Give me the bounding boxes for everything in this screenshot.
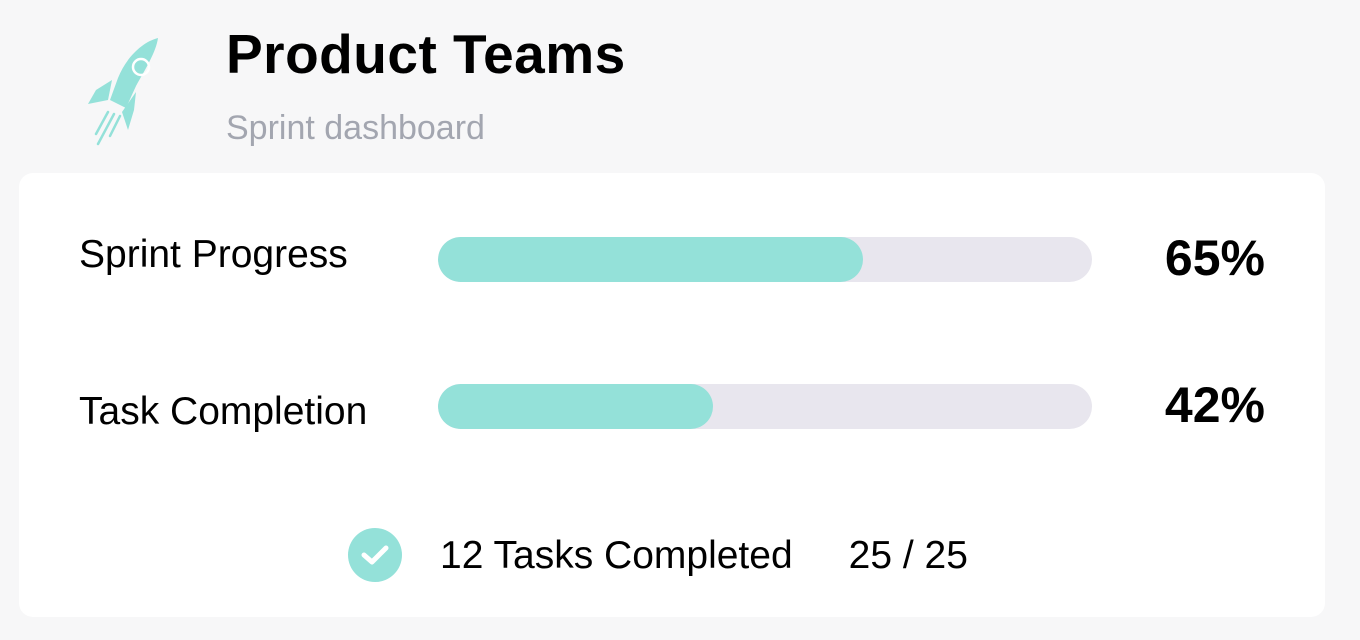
task-completion-fill	[438, 384, 713, 429]
page-title: Product Teams	[226, 23, 626, 85]
header: Product Teams Sprint dashboard	[0, 0, 1360, 170]
sprint-progress-value: 65%	[1164, 230, 1265, 286]
rocket-icon	[82, 34, 172, 150]
task-completion-value: 42%	[1164, 377, 1265, 433]
tasks-count: 25 / 25	[848, 533, 968, 577]
sprint-progress-fill	[438, 237, 864, 282]
sprint-progress-bar	[438, 237, 1092, 282]
tasks-summary: 12 Tasks Completed 25 / 25	[348, 525, 968, 585]
metrics-card: Sprint Progress 65% Task Completion 42% …	[19, 173, 1325, 617]
task-completion-label: Task Completion	[79, 390, 368, 433]
tasks-completed-text: 12 Tasks Completed	[440, 533, 793, 577]
page-subtitle: Sprint dashboard	[226, 109, 485, 147]
sprint-progress-label: Sprint Progress	[79, 233, 348, 276]
task-completion-bar	[438, 384, 1092, 429]
check-circle-icon	[348, 528, 402, 582]
